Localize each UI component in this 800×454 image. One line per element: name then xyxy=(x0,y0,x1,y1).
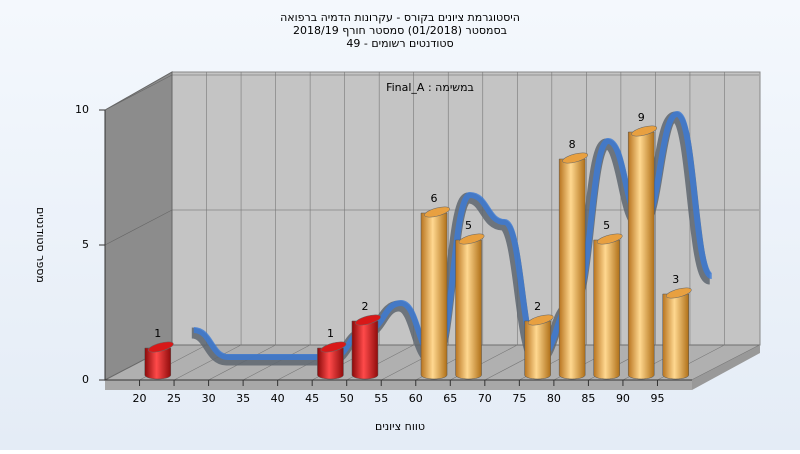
bar-body xyxy=(627,131,655,380)
data-label: 3 xyxy=(672,273,679,286)
floor-front xyxy=(105,380,692,390)
bar-body xyxy=(524,320,551,380)
grid-line xyxy=(242,72,311,381)
data-label: 6 xyxy=(431,192,438,205)
x-tick-label: 40 xyxy=(271,392,285,405)
data-label: 1 xyxy=(154,327,161,340)
bar-top xyxy=(147,341,174,353)
bar-top xyxy=(320,341,347,353)
bar xyxy=(627,125,658,380)
title: בסמסטר (01/2018) סמסטר חורף 2018/19 xyxy=(293,24,507,37)
bar-top xyxy=(424,206,450,218)
x-tick-label: 30 xyxy=(202,392,216,405)
x-tick-label: 55 xyxy=(374,392,388,405)
bar-body xyxy=(317,347,344,380)
bar-top xyxy=(665,287,692,299)
bar-top xyxy=(596,233,623,245)
bar-body xyxy=(144,347,172,380)
bar-body xyxy=(558,158,586,380)
y-tick-label: 5 xyxy=(82,238,89,251)
data-label: 5 xyxy=(465,219,472,232)
bar-body xyxy=(351,320,379,380)
grid-line xyxy=(381,72,449,381)
bar xyxy=(351,314,381,380)
grid-line xyxy=(173,72,242,381)
bar xyxy=(317,341,347,380)
bar xyxy=(558,152,588,380)
grid-line xyxy=(208,72,276,381)
data-label: 1 xyxy=(327,327,334,340)
x-tick-label: 70 xyxy=(478,392,492,405)
data-label: 2 xyxy=(534,300,541,313)
bar-top xyxy=(562,152,588,164)
data-label: 5 xyxy=(603,219,610,232)
bar-body xyxy=(420,212,448,380)
bar xyxy=(455,233,485,380)
side-wall xyxy=(104,71,173,381)
bar-top xyxy=(355,314,381,326)
bar-body xyxy=(662,293,689,380)
title: סטודנטים רשומים - 49 xyxy=(346,37,453,50)
data-label: 2 xyxy=(361,300,368,313)
x-tick-label: 50 xyxy=(340,392,354,405)
y-tick-label: 10 xyxy=(75,103,89,116)
x-tick-label: 20 xyxy=(133,392,147,405)
x-tick-label: 60 xyxy=(409,392,423,405)
bar xyxy=(420,206,450,380)
bar xyxy=(144,341,174,380)
bar-body xyxy=(593,239,620,380)
x-tick-label: 80 xyxy=(547,392,561,405)
data-label: 9 xyxy=(638,111,645,124)
bar-top xyxy=(458,233,485,245)
y-tick-label: 0 xyxy=(82,373,89,386)
bar-body xyxy=(455,239,482,380)
grid-line xyxy=(104,74,759,111)
x-axis-label: טווח ציונים xyxy=(375,420,425,433)
bar xyxy=(662,287,692,380)
x-tick-label: 65 xyxy=(443,392,457,405)
x-tick-label: 95 xyxy=(650,392,664,405)
x-tick-label: 90 xyxy=(616,392,630,405)
subtitle: Final_A : במשימה xyxy=(386,81,474,94)
bar xyxy=(524,314,554,380)
x-tick-label: 25 xyxy=(167,392,181,405)
x-tick-label: 75 xyxy=(512,392,526,405)
bar-top xyxy=(527,314,554,326)
x-tick-label: 35 xyxy=(236,392,250,405)
title: היסטוגרמת ציונים בקורס - עקרונות הדמיה ב… xyxy=(280,11,520,24)
x-tick-label: 45 xyxy=(305,392,319,405)
floor-edge xyxy=(692,345,760,390)
y-axis-label: מספר סטודנטים xyxy=(34,207,47,283)
x-tick-label: 85 xyxy=(581,392,595,405)
bar-top xyxy=(631,125,658,137)
bar xyxy=(593,233,623,380)
data-label: 8 xyxy=(569,138,576,151)
